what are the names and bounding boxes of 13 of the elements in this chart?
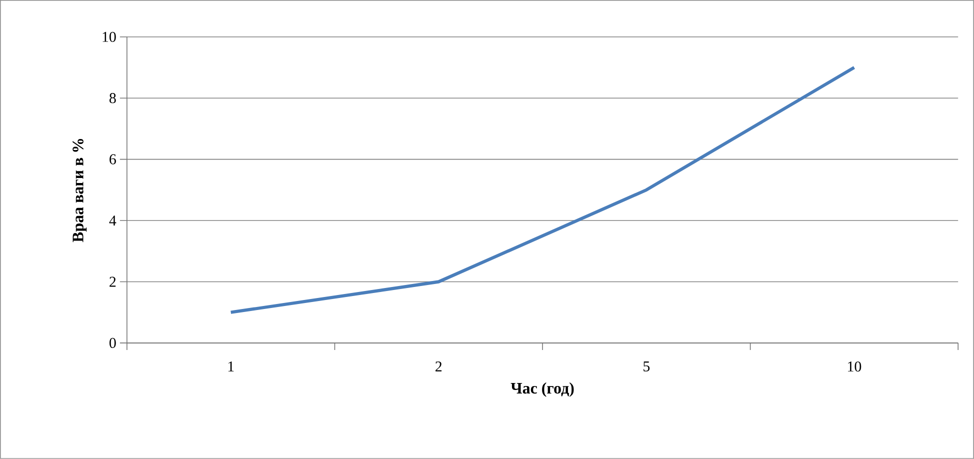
- x-tick-label: 2: [436, 362, 442, 372]
- y-tick-label: 8: [110, 93, 116, 104]
- line-series: [229, 66, 856, 314]
- x-tick-label: 1: [228, 362, 234, 372]
- y-axis-title: Враа ваги в %: [72, 139, 87, 242]
- y-tick-label: 4: [109, 216, 116, 226]
- y-tick-label: 0: [110, 338, 116, 348]
- y-tick-label: 6: [110, 154, 116, 164]
- y-tick-label: 2: [110, 276, 116, 287]
- x-axis-title: Час (год): [510, 382, 574, 397]
- x-tick-label: 10: [848, 362, 862, 372]
- y-tick-label: 10: [102, 32, 116, 42]
- x-tick-label: 5: [644, 362, 650, 372]
